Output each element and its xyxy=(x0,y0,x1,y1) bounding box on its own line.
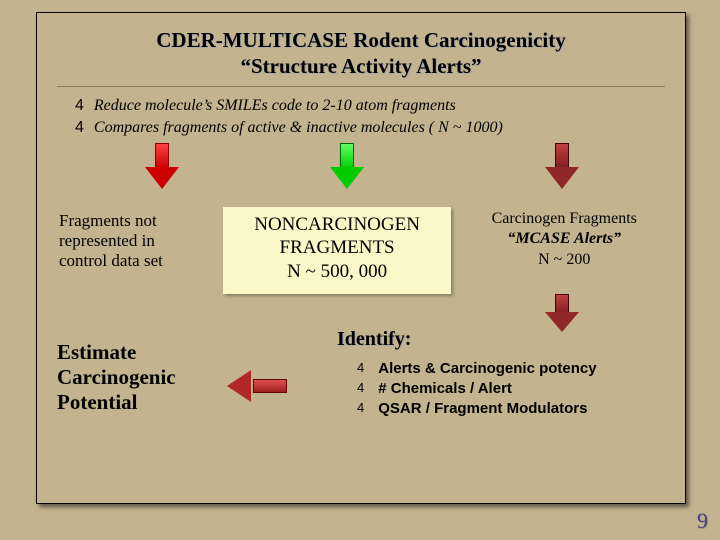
arrow-left-icon xyxy=(227,370,287,404)
page-number: 9 xyxy=(697,508,708,534)
bullet-item: 4 Reduce molecule’s SMILEs code to 2-10 … xyxy=(75,97,665,115)
title-line-1: CDER-MULTICASE Rodent Carcinogenicity xyxy=(156,28,566,52)
check-icon: 4 xyxy=(357,360,364,375)
top-arrows-row xyxy=(57,143,665,203)
bullet-item: 4 QSAR / Fragment Modulators xyxy=(357,400,597,417)
box-line: Fragments not xyxy=(59,211,157,230)
check-icon: 4 xyxy=(357,380,364,395)
bullet-text: # Chemicals / Alert xyxy=(378,380,512,397)
fragments-not-represented-box: Fragments not represented in control dat… xyxy=(57,207,211,276)
box-line: control data set xyxy=(59,251,163,270)
bullet-text: Alerts & Carcinogenic potency xyxy=(378,360,596,377)
bullet-item: 4 Compares fragments of active & inactiv… xyxy=(75,119,665,137)
slide-frame: CDER-MULTICASE Rodent Carcinogenicity “S… xyxy=(36,12,686,504)
bullet-text: Compares fragments of active & inactive … xyxy=(94,119,503,137)
arrow-down-icon xyxy=(547,294,577,336)
carcinogen-fragments-box: Carcinogen Fragments “MCASE Alerts” N ~ … xyxy=(463,207,665,271)
box-line: represented in xyxy=(59,231,155,250)
bullet-item: 4 Alerts & Carcinogenic potency xyxy=(357,360,597,377)
identify-heading: Identify: xyxy=(337,328,411,351)
box-line: N ~ 500, 000 xyxy=(287,261,387,282)
top-bullet-list: 4 Reduce molecule’s SMILEs code to 2-10 … xyxy=(75,97,665,137)
box-line: “MCASE Alerts” xyxy=(507,230,621,247)
box-line: Carcinogen Fragments xyxy=(492,210,637,227)
arrow-down-icon xyxy=(547,143,577,191)
estimate-line: Carcinogenic xyxy=(57,365,176,389)
identify-bullet-list: 4 Alerts & Carcinogenic potency 4 # Chem… xyxy=(357,360,597,420)
box-line: N ~ 200 xyxy=(538,251,590,268)
check-icon: 4 xyxy=(75,119,84,137)
title-line-2: “Structure Activity Alerts” xyxy=(240,54,481,78)
check-icon: 4 xyxy=(75,97,84,115)
estimate-line: Potential xyxy=(57,390,137,414)
estimate-line: Estimate xyxy=(57,340,136,364)
box-line: FRAGMENTS xyxy=(280,237,395,258)
noncarcinogen-fragments-box: NONCARCINOGEN FRAGMENTS N ~ 500, 000 xyxy=(223,207,452,294)
bullet-text: Reduce molecule’s SMILEs code to 2-10 at… xyxy=(94,97,456,115)
check-icon: 4 xyxy=(357,400,364,415)
arrow-down-icon xyxy=(147,143,177,191)
fragment-boxes-row: Fragments not represented in control dat… xyxy=(57,207,665,294)
lower-region: Estimate Carcinogenic Potential Identify… xyxy=(57,314,665,454)
box-line: NONCARCINOGEN xyxy=(254,214,420,235)
estimate-potential-label: Estimate Carcinogenic Potential xyxy=(57,340,176,416)
title-divider xyxy=(57,86,665,87)
bullet-text: QSAR / Fragment Modulators xyxy=(378,400,587,417)
slide-title: CDER-MULTICASE Rodent Carcinogenicity “S… xyxy=(57,27,665,80)
arrow-down-icon xyxy=(332,143,362,191)
bullet-item: 4 # Chemicals / Alert xyxy=(357,380,597,397)
